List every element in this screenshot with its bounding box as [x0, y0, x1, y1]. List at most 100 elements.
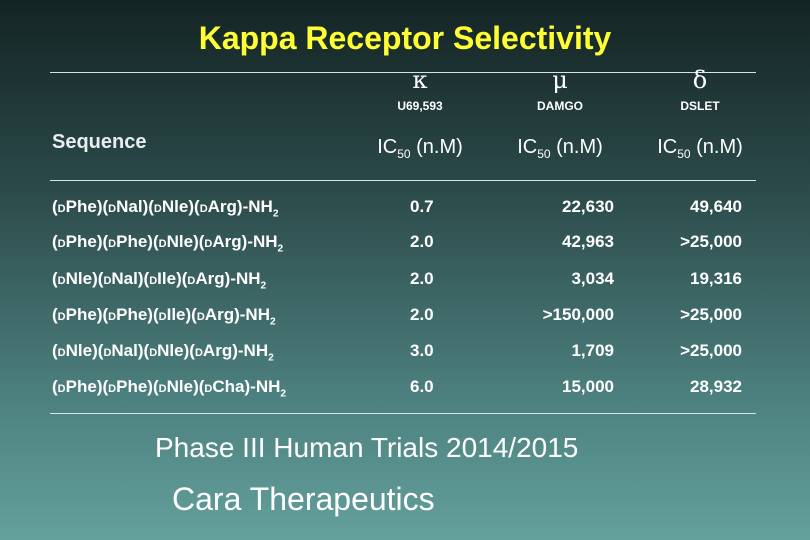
residue: DNal — [98, 269, 144, 288]
residue-name: Nle — [157, 341, 184, 360]
ligand-label: DSLET — [680, 99, 720, 113]
residue-d: D — [108, 203, 117, 215]
ic50-value: >25,000 — [680, 341, 742, 360]
residue-d: D — [158, 311, 167, 323]
measure-sub: 50 — [537, 147, 551, 161]
residue-name: Arg — [207, 197, 237, 216]
terminus: -NH — [230, 269, 261, 288]
residue-name: Phe — [65, 305, 97, 324]
receptor-symbol: μ — [552, 66, 568, 94]
residue-name: Nal — [116, 197, 143, 216]
residue-d: D — [187, 275, 196, 287]
residue-name: Phe — [116, 232, 148, 251]
measure-text: IC — [657, 136, 678, 158]
terminus: -NH — [239, 305, 270, 324]
residue-d: D — [158, 238, 167, 250]
residue: DNle — [52, 269, 98, 288]
residue-name: Arg — [212, 232, 242, 251]
residue: DArg — [194, 197, 243, 216]
residue-name: Nle — [161, 197, 189, 216]
ic50-value: 49,640 — [690, 197, 742, 216]
receptor-symbol: δ — [692, 66, 708, 94]
measure-unit: (n.M) — [416, 136, 463, 158]
terminus-sub: 2 — [272, 208, 279, 220]
terminus-sub: 2 — [277, 243, 284, 255]
ic50-value: 3.0 — [410, 341, 434, 360]
measure-unit: (n.M) — [556, 136, 603, 158]
measure-sub: 50 — [677, 147, 691, 161]
residue-d: D — [103, 347, 112, 359]
sequence: DNleDNalDIleDArg-NH2 — [52, 269, 266, 291]
residue-name: Cha — [212, 377, 245, 396]
terminus: -NH — [242, 197, 273, 216]
receptor-symbol: κ — [412, 66, 428, 94]
residue-name: Phe — [116, 305, 148, 324]
sequence: DPheDPheDNleDCha-NH2 — [52, 377, 286, 399]
residue-name: Arg — [195, 269, 225, 288]
residue-d: D — [57, 347, 66, 359]
residue-d: D — [199, 203, 208, 215]
slide-title: Kappa Receptor Selectivity — [198, 20, 612, 56]
ic50-value: 2.0 — [410, 305, 434, 324]
residue: DPhe — [102, 305, 152, 324]
residue: DPhe — [52, 377, 102, 396]
ic50-value: 28,932 — [690, 377, 742, 396]
residue-name: Nle — [166, 377, 194, 396]
measure-label: IC50 (n.M) — [490, 136, 630, 161]
residue: DArg — [182, 269, 231, 288]
residue: DPhe — [52, 197, 102, 216]
residue: DArg — [189, 341, 238, 360]
residue: DNle — [52, 341, 98, 360]
footer-line: Phase III Human Trials 2014/2015 — [155, 432, 579, 463]
residue-name: Ile — [157, 269, 177, 288]
residue-d: D — [158, 383, 167, 395]
residue-d: D — [103, 275, 112, 287]
sequence-header: Sequence — [52, 131, 147, 153]
sequence: DNleDNalDNleDArg-NH2 — [52, 341, 274, 363]
residue: DPhe — [52, 232, 102, 251]
ic50-value: >25,000 — [680, 232, 742, 251]
residue-name: Arg — [204, 305, 235, 324]
ic50-value: >150,000 — [542, 305, 614, 324]
residue: DArg — [191, 305, 240, 324]
terminus-sub: 2 — [268, 352, 274, 364]
footer-company: Cara Therapeutics — [172, 481, 435, 517]
residue-d: D — [57, 311, 66, 323]
ic50-value: 2.0 — [410, 232, 434, 251]
residue-name: Nle — [166, 232, 194, 251]
ic50-value: 0.7 — [410, 197, 434, 216]
residue: DIle — [144, 269, 182, 288]
residue-name: Phe — [65, 232, 97, 251]
ligand-label: DAMGO — [537, 99, 583, 113]
residue: DIle — [153, 305, 191, 324]
residue: DPhe — [52, 305, 102, 324]
ic50-value: 3,034 — [571, 269, 614, 288]
residue-name: Phe — [65, 377, 97, 396]
residue-d: D — [57, 275, 66, 287]
measure-text: IC — [517, 136, 538, 158]
residue-name: Nal — [111, 269, 138, 288]
residue-d: D — [57, 383, 66, 395]
residue-name: Arg — [202, 341, 233, 360]
residue: DPhe — [102, 232, 152, 251]
residue-name: Phe — [116, 377, 148, 396]
sequence: DPheDPheDIleDArg-NH2 — [52, 305, 276, 327]
ic50-value: 6.0 — [410, 377, 434, 396]
residue: DNal — [98, 341, 144, 360]
ic50-value: 42,963 — [562, 232, 614, 251]
terminus-sub: 2 — [280, 388, 287, 400]
ic50-value: 22,630 — [562, 197, 614, 216]
residue: DNle — [153, 232, 199, 251]
residue-d: D — [194, 347, 203, 359]
rule — [50, 413, 756, 414]
measure-unit: (n.M) — [696, 136, 743, 158]
residue: DNal — [102, 197, 148, 216]
sequence: DPheDPheDNleDArg-NH2 — [52, 232, 283, 254]
residue-d: D — [108, 383, 117, 395]
residue-name: Nle — [65, 269, 93, 288]
ic50-value: 1,709 — [571, 341, 614, 360]
residue-d: D — [108, 311, 117, 323]
terminus-sub: 2 — [260, 280, 267, 292]
residue-name: Phe — [65, 197, 97, 216]
